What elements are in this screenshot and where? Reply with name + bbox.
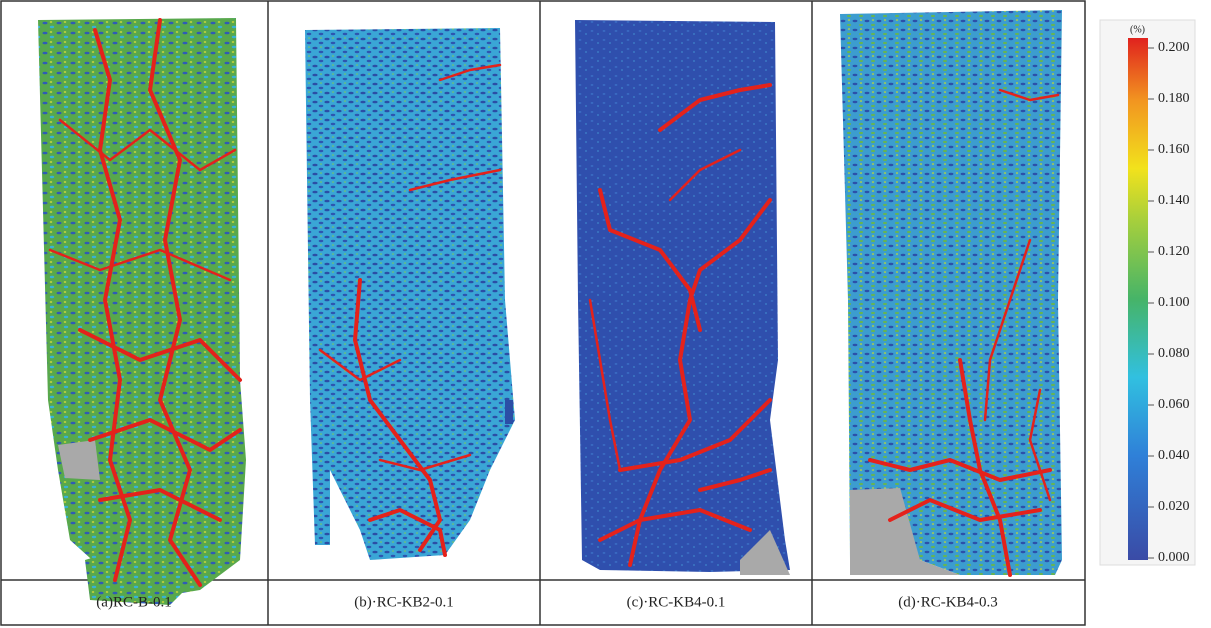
- tick-label: 0.160: [1158, 142, 1190, 157]
- specimen-b: [305, 28, 515, 560]
- tick-label: 0.140: [1158, 193, 1190, 208]
- tick-label: 0.060: [1158, 397, 1190, 412]
- colorbar-unit: (%): [1130, 24, 1145, 35]
- specimen-d: [840, 10, 1062, 577]
- caption: (b)·RC-KB2-0.1: [354, 594, 454, 610]
- tick-label: 0.120: [1158, 244, 1190, 259]
- frame: [0, 0, 1086, 626]
- tick-label: 0.100: [1158, 295, 1190, 310]
- caption: (c)·RC-KB4-0.1: [627, 594, 726, 610]
- tick-label: 0.000: [1158, 550, 1190, 565]
- specimen-c: [575, 20, 790, 575]
- specimen-a: [38, 18, 246, 605]
- caption: (a)RC-B-0.1: [96, 594, 171, 610]
- caption: (d)·RC-KB4-0.3: [898, 594, 998, 610]
- tick-label: 0.020: [1158, 499, 1190, 514]
- tick-label: 0.180: [1158, 91, 1190, 106]
- colorbar: [1128, 38, 1148, 560]
- tick-label: 0.040: [1158, 448, 1190, 463]
- tick-label: 0.200: [1158, 40, 1190, 55]
- tick-label: 0.080: [1158, 346, 1190, 361]
